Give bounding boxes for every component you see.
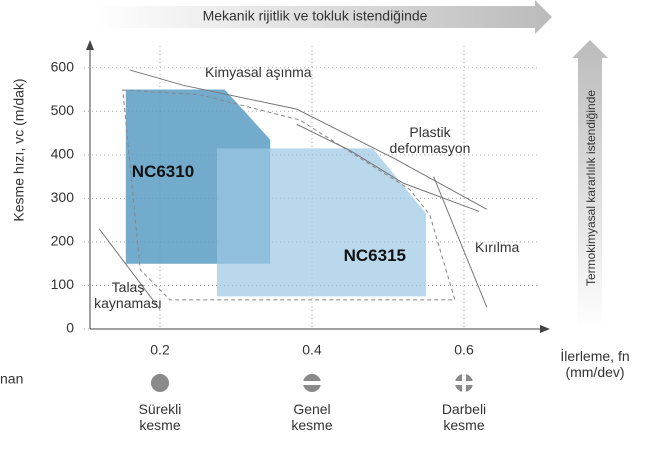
mode-label-line: kesme	[291, 417, 332, 433]
x-axis-arrow	[540, 325, 550, 333]
top-arrow	[95, 0, 552, 34]
y-tick-label: 0	[66, 320, 74, 336]
boundary-label-line: Plastik	[409, 124, 451, 140]
y-axis-arrow	[86, 40, 94, 50]
y-tick-label: 600	[51, 58, 75, 74]
y-tick-label: 200	[51, 233, 75, 249]
boundary-label-line: deformasyon	[390, 140, 471, 156]
y-tick-label: 100	[51, 276, 75, 292]
side-arrow	[572, 40, 608, 330]
boundary-label-line: Kimyasal aşınma	[205, 64, 312, 80]
boundary-label: Kimyasal aşınma	[205, 64, 312, 80]
mode-label: Darbeli kesme	[442, 401, 486, 433]
mode-label: Genel kesme	[291, 401, 332, 433]
mode-icon	[151, 374, 169, 392]
x-tick-label: 0.6	[454, 342, 474, 358]
region	[217, 148, 426, 297]
y-tick-label: 500	[51, 102, 75, 118]
boundary-label-line: Talaş	[112, 279, 145, 295]
outline	[122, 89, 456, 301]
side-banner: Termokimyasal kararlılık istendiğinde	[584, 90, 598, 286]
boundary-label: Plastik deformasyon	[390, 124, 471, 156]
side-text: nan	[0, 371, 23, 387]
region-label: NC6310	[132, 162, 194, 181]
boundary-label-line: kaynaması	[94, 295, 162, 311]
x-axis-label: İlerleme, fn (mm/dev)	[560, 347, 629, 380]
y-axis-label: Kesme hızı, vc (m/dak)	[11, 78, 27, 221]
x-axis-label-line: İlerleme, fn	[560, 347, 629, 364]
boundary-curve	[98, 228, 161, 310]
mode-label: Sürekli kesme	[139, 401, 182, 433]
mode-icon-cut	[462, 373, 466, 393]
mode-label-line: Sürekli	[139, 401, 182, 417]
boundary-label: Kırılma	[475, 239, 520, 255]
boundary-curve	[296, 123, 480, 212]
boundary-curve	[433, 176, 488, 308]
top-banner: Mekanik rijitlik ve tokluk istendiğinde	[203, 8, 428, 24]
mode-label-line: Darbeli	[442, 401, 486, 417]
x-tick-label: 0.4	[302, 342, 322, 358]
region-label: NC6315	[344, 246, 406, 265]
mode-label-line: kesme	[443, 417, 484, 433]
mode-icon-cut	[302, 381, 322, 385]
boundary-label: Talaş kaynaması	[94, 279, 162, 311]
y-tick-label: 400	[51, 146, 75, 162]
boundary-curve	[129, 69, 488, 210]
x-tick-label: 0.2	[150, 342, 170, 358]
mode-label-line: kesme	[139, 417, 180, 433]
x-axis-label-line: (mm/dev)	[565, 364, 624, 380]
mode-label-line: Genel	[293, 401, 330, 417]
y-tick-label: 300	[51, 189, 75, 205]
boundary-label-line: Kırılma	[475, 239, 520, 255]
